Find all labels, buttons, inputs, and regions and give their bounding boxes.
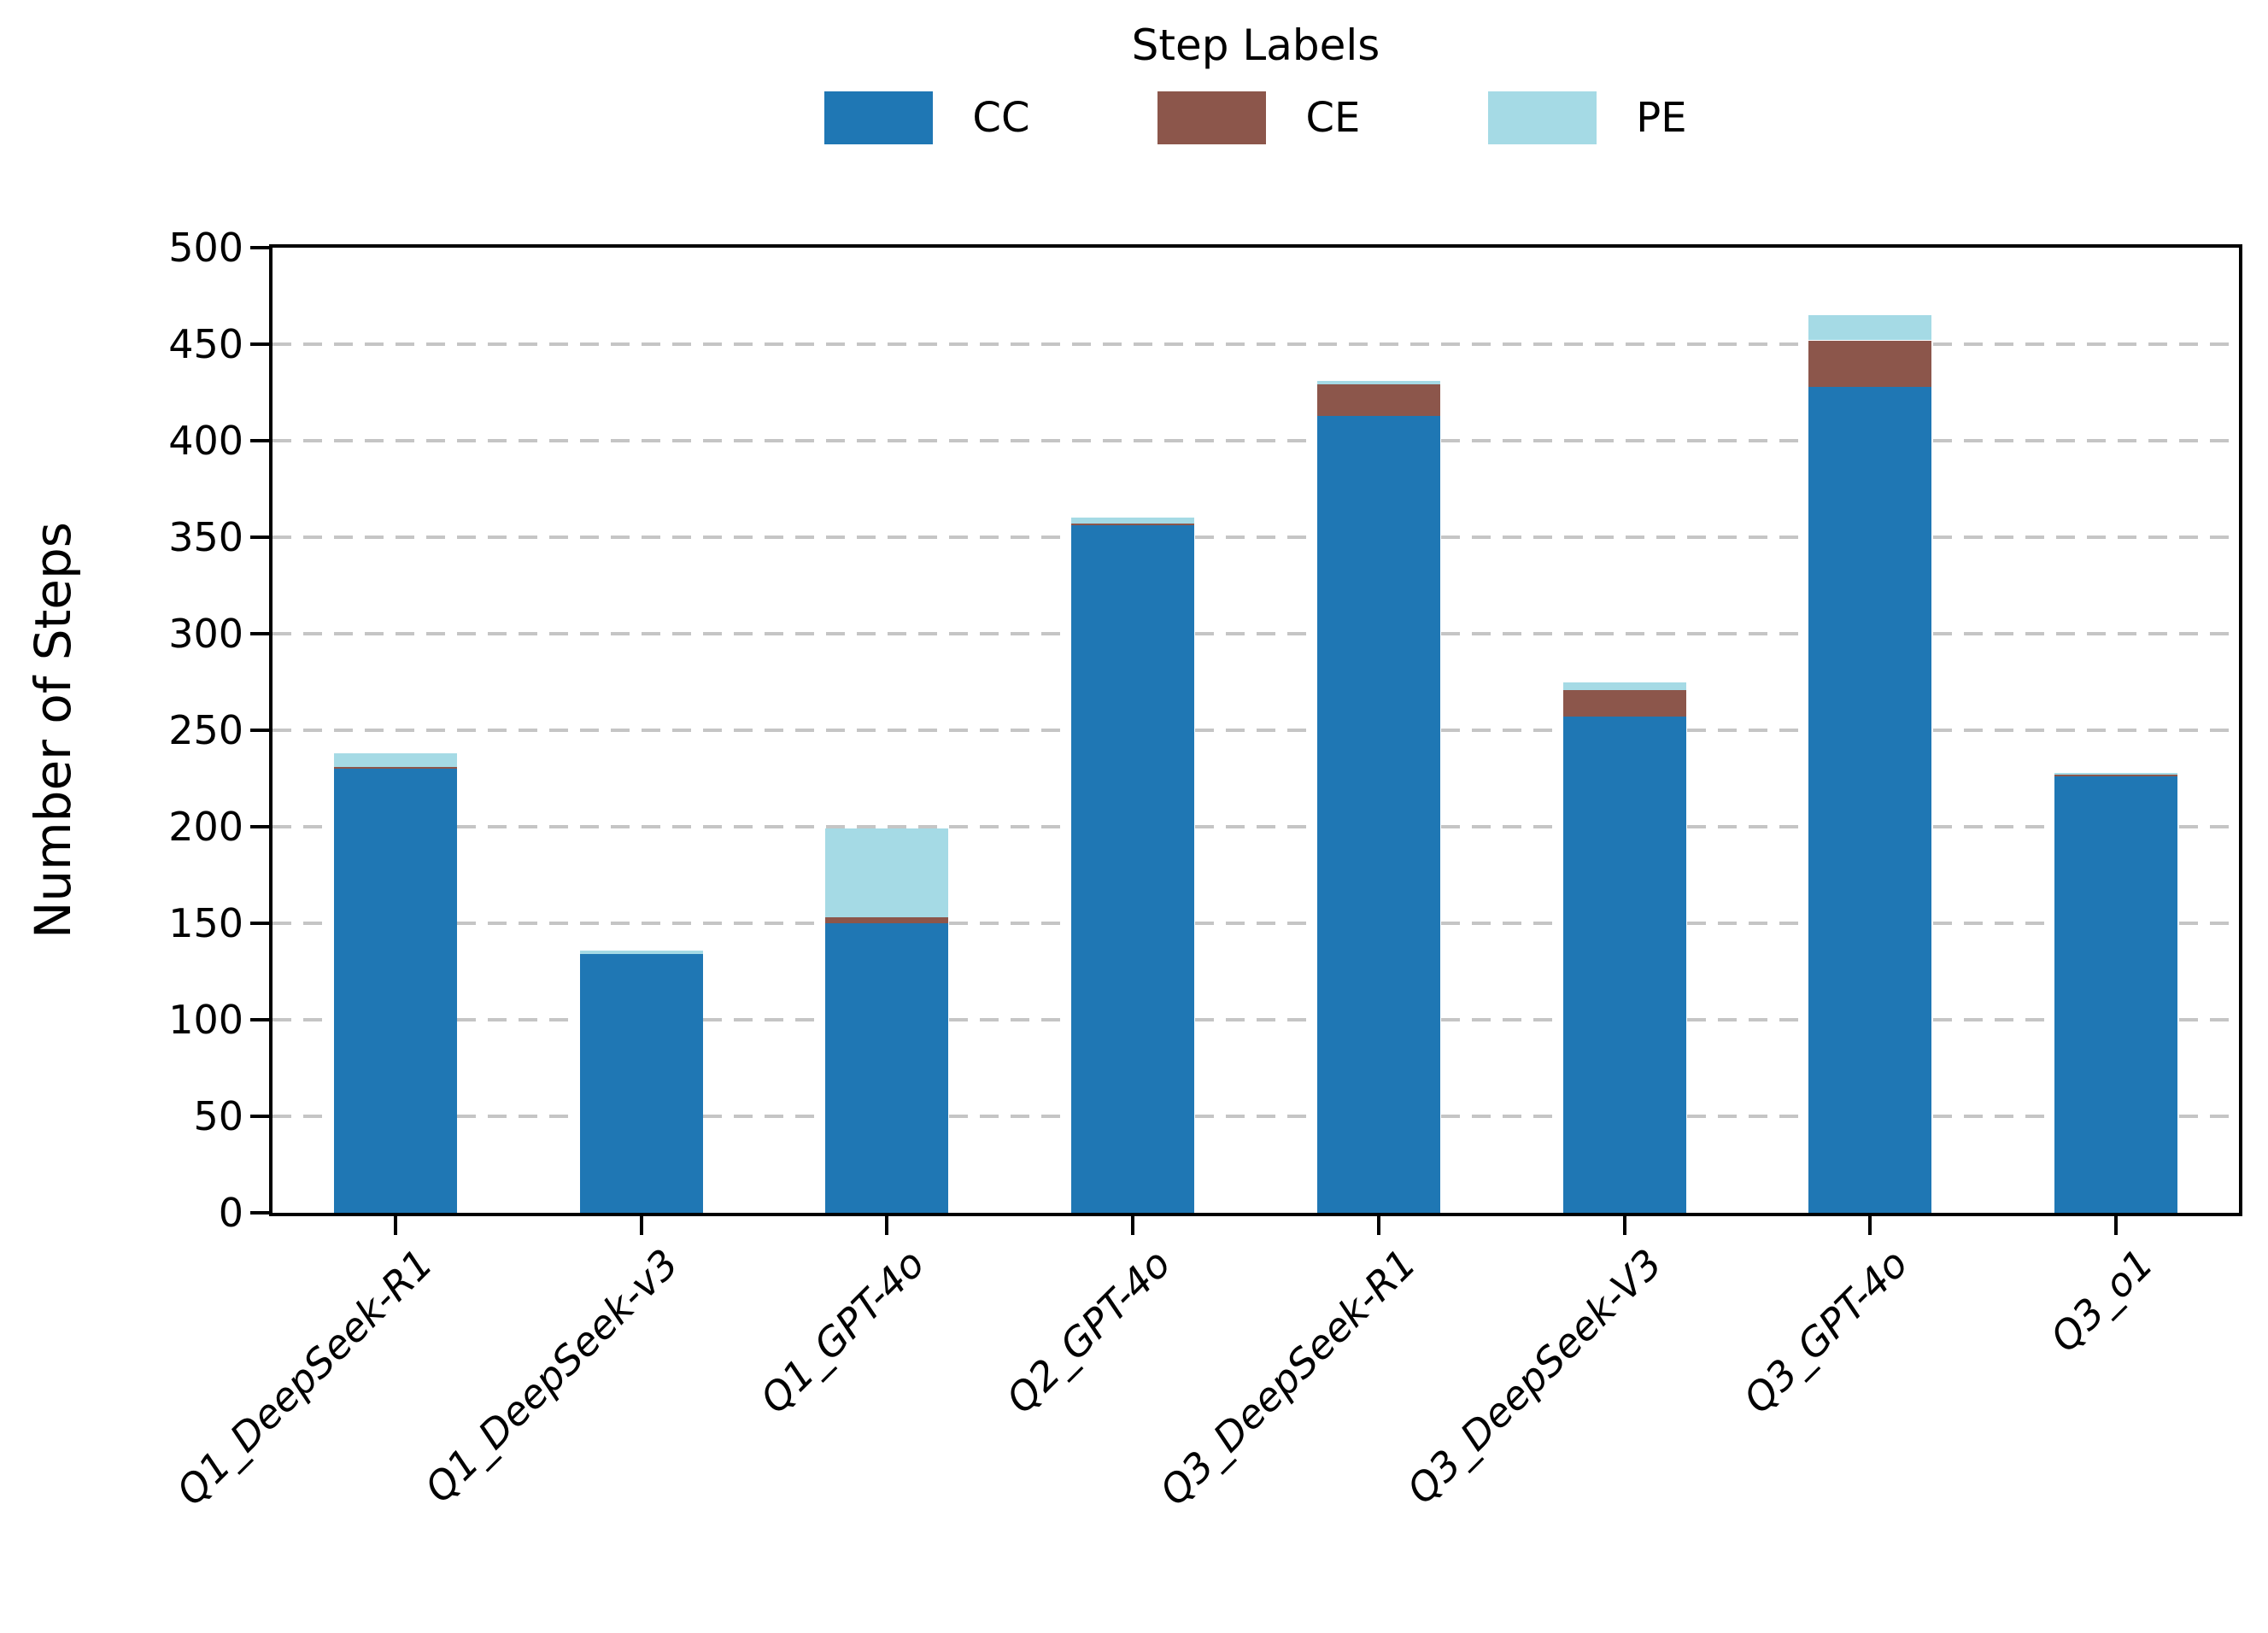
y-tick-250 — [250, 729, 269, 732]
bar-Q2_GPT-4o-CC — [1071, 525, 1195, 1213]
x-tick-Q1_GPT-4o — [885, 1216, 889, 1235]
legend: Step Labels CC CE PE — [269, 22, 2242, 144]
y-tick-label-200: 200 — [168, 804, 243, 850]
x-tick-Q3_o1 — [2114, 1216, 2119, 1235]
legend-item-ce: CE — [1157, 91, 1360, 144]
legend-label-pe: PE — [1636, 94, 1687, 142]
bar-Q1_DeepSeek-v3-PE — [579, 950, 703, 955]
x-tick-label-Q3_DeepSeek-R1: Q3_DeepSeek-R1 — [1151, 1240, 1426, 1515]
bar-Q3_GPT-4o-CE — [1808, 340, 1932, 387]
legend-label-ce: CE — [1305, 94, 1361, 142]
gridline-450 — [273, 342, 2239, 346]
y-tick-label-50: 50 — [193, 1093, 243, 1139]
y-tick-350 — [250, 536, 269, 539]
legend-item-cc: CC — [824, 91, 1029, 144]
y-tick-label-450: 450 — [168, 321, 243, 367]
gridline-200 — [273, 825, 2239, 828]
y-tick-label-500: 500 — [168, 225, 243, 271]
x-tick-label-Q3_DeepSeek-V3: Q3_DeepSeek-V3 — [1398, 1240, 1671, 1513]
gridline-150 — [273, 922, 2239, 925]
bar-Q2_GPT-4o-PE — [1071, 518, 1195, 524]
y-tick-450 — [250, 342, 269, 346]
x-tick-Q3_GPT-4o — [1868, 1216, 1872, 1235]
legend-label-cc: CC — [972, 94, 1030, 142]
y-tick-200 — [250, 825, 269, 828]
bar-Q3_GPT-4o-CC — [1808, 386, 1932, 1213]
legend-title: Step Labels — [1131, 20, 1380, 70]
y-tick-label-250: 250 — [168, 707, 243, 753]
bar-Q3_DeepSeek-R1-CE — [1316, 384, 1440, 416]
plot-area — [269, 244, 2242, 1216]
gridline-350 — [273, 536, 2239, 539]
y-tick-0 — [250, 1211, 269, 1215]
legend-item-pe: PE — [1488, 91, 1687, 144]
legend-items: CC CE PE — [824, 91, 1687, 144]
bar-Q3_DeepSeek-V3-CC — [1562, 717, 1686, 1213]
x-tick-Q1_DeepSeek-v3 — [639, 1216, 643, 1235]
legend-swatch-cc — [824, 91, 934, 144]
y-tick-label-350: 350 — [168, 514, 243, 560]
bar-Q1_GPT-4o-PE — [825, 828, 949, 918]
y-tick-500 — [250, 246, 269, 249]
bar-Q2_GPT-4o-CE — [1071, 524, 1195, 526]
x-tick-label-Q1_DeepSeek-R1: Q1_DeepSeek-R1 — [167, 1240, 442, 1515]
bar-Q1_GPT-4o-CC — [825, 923, 949, 1213]
x-tick-Q3_DeepSeek-R1 — [1376, 1216, 1380, 1235]
legend-swatch-pe — [1488, 91, 1597, 144]
gridline-100 — [273, 1018, 2239, 1021]
bar-Q3_GPT-4o-PE — [1808, 315, 1932, 341]
gridline-50 — [273, 1115, 2239, 1118]
bar-Q3_DeepSeek-R1-CC — [1316, 415, 1440, 1213]
x-tick-Q2_GPT-4o — [1131, 1216, 1135, 1235]
y-tick-label-150: 150 — [168, 900, 243, 946]
x-tick-label-Q3_o1: Q3_o1 — [2041, 1240, 2163, 1361]
legend-swatch-ce — [1157, 91, 1267, 144]
bar-Q3_DeepSeek-V3-PE — [1562, 682, 1686, 690]
x-tick-Q3_DeepSeek-V3 — [1622, 1216, 1626, 1235]
y-tick-150 — [250, 922, 269, 925]
bar-Q1_DeepSeek-R1-PE — [333, 753, 457, 767]
gridline-250 — [273, 729, 2239, 732]
bar-Q3_o1-PE — [2054, 772, 2178, 775]
x-tick-Q1_DeepSeek-R1 — [393, 1216, 397, 1235]
y-tick-label-0: 0 — [218, 1190, 243, 1236]
gridline-400 — [273, 439, 2239, 442]
x-tick-label-Q3_GPT-4o: Q3_GPT-4o — [1734, 1240, 1917, 1423]
x-tick-label-Q1_GPT-4o: Q1_GPT-4o — [751, 1240, 934, 1423]
y-tick-label-400: 400 — [168, 418, 243, 464]
gridline-300 — [273, 632, 2239, 635]
bar-Q1_GPT-4o-CE — [825, 917, 949, 923]
bar-Q3_o1-CC — [2054, 776, 2178, 1213]
bar-Q3_DeepSeek-V3-CE — [1562, 689, 1686, 717]
y-tick-100 — [250, 1018, 269, 1021]
bar-Q1_DeepSeek-R1-CC — [333, 769, 457, 1213]
bar-Q1_DeepSeek-v3-CC — [579, 954, 703, 1213]
y-tick-label-100: 100 — [168, 997, 243, 1043]
bar-Q3_DeepSeek-R1-PE — [1316, 380, 1440, 385]
y-tick-400 — [250, 439, 269, 442]
x-tick-label-Q1_DeepSeek-v3: Q1_DeepSeek-v3 — [416, 1240, 688, 1512]
bar-Q3_o1-CE — [2054, 775, 2178, 777]
x-tick-label-Q2_GPT-4o: Q2_GPT-4o — [997, 1240, 1180, 1423]
y-tick-50 — [250, 1115, 269, 1118]
y-tick-label-300: 300 — [168, 611, 243, 657]
bar-Q1_DeepSeek-R1-CE — [333, 766, 457, 770]
y-tick-300 — [250, 632, 269, 635]
